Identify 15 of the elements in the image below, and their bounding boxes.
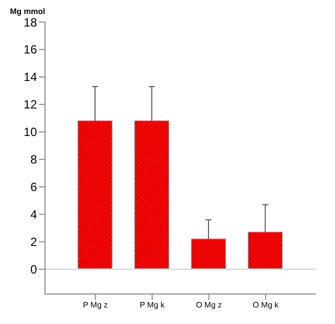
x-tick-label: O Mg z: [196, 300, 222, 310]
x-tick-label: O Mg k: [252, 300, 280, 310]
x-tick-label: P Mg k: [140, 300, 166, 310]
y-tick-label: 18: [24, 15, 38, 30]
y-tick-label: 14: [24, 70, 38, 84]
y-tick-label: 10: [24, 125, 38, 140]
y-tick-label: 12: [24, 98, 38, 112]
y-tick-label: 16: [24, 42, 38, 57]
x-tick-label: P Mg z: [83, 300, 108, 310]
y-axis-title: Mg mmol: [10, 7, 46, 16]
y-tick-label: 0: [30, 262, 38, 277]
y-tick-label: 6: [30, 180, 38, 194]
y-tick-label: 2: [30, 235, 38, 250]
y-tick-label: 8: [30, 152, 38, 167]
y-tick-label: 4: [30, 208, 38, 222]
